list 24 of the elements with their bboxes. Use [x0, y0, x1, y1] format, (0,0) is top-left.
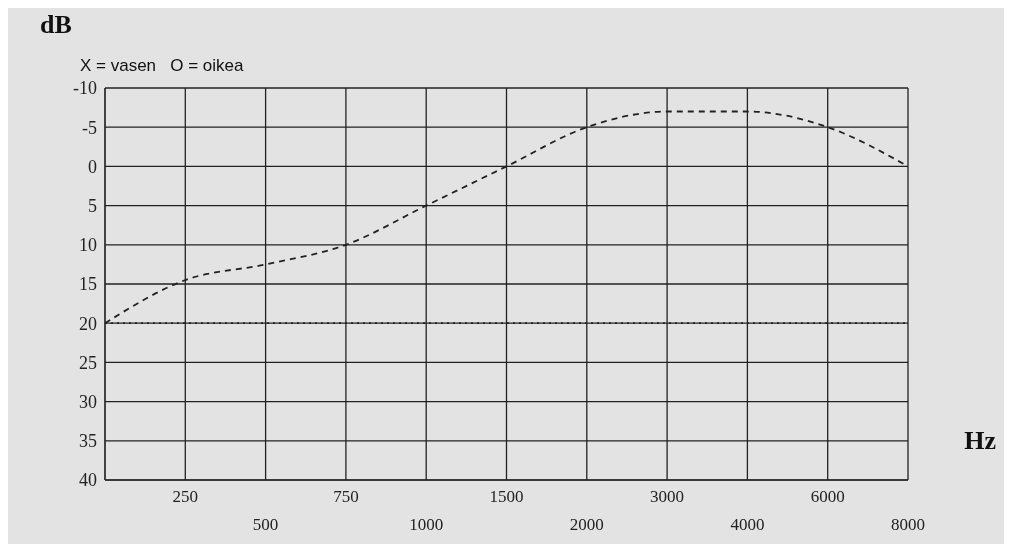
- text: X = vasen O = oikea: [80, 56, 244, 75]
- y-tick-label: 0: [88, 156, 97, 177]
- y-tick-label: 30: [79, 391, 97, 412]
- x-tick-label: 3000: [650, 487, 685, 506]
- y-tick-label: 25: [79, 352, 97, 373]
- y-tick-label: -5: [82, 117, 97, 138]
- y-tick-label: 35: [79, 431, 97, 452]
- x-tick-label: 8000: [891, 515, 925, 534]
- x-tick-label: 6000: [810, 487, 845, 506]
- y-tick-label: 40: [79, 470, 97, 491]
- x-tick-label: 1500: [489, 487, 524, 506]
- x-tick-label: 750: [333, 487, 359, 506]
- y-tick-label: -10: [73, 78, 97, 99]
- x-tick-label: 500: [252, 515, 279, 534]
- x-tick-label: 4000: [730, 515, 765, 534]
- x-tick-label: 2000: [569, 515, 604, 534]
- x-tick-label: 1000: [409, 515, 444, 534]
- y-tick-label: 15: [79, 274, 97, 295]
- y-axis-title: dB: [40, 10, 72, 40]
- y-tick-label: 20: [79, 313, 97, 334]
- y-tick-label: 10: [79, 235, 97, 256]
- x-axis-title: Hz: [964, 426, 996, 456]
- x-tick-label: 250: [172, 487, 199, 506]
- y-tick-label: 5: [88, 195, 97, 216]
